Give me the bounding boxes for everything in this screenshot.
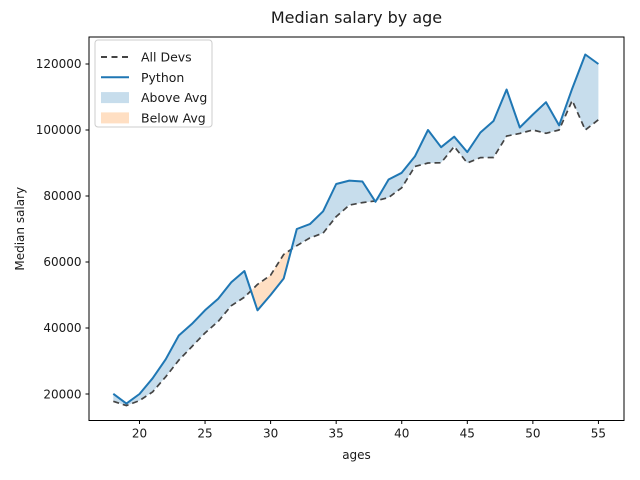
y-tick-label: 80000: [43, 189, 81, 203]
y-tick-label: 60000: [43, 255, 81, 269]
python-line: [112, 53, 599, 405]
x-tick-label: 20: [132, 427, 147, 441]
x-tick-label: 45: [460, 427, 475, 441]
legend-entry: Below Avg: [101, 110, 206, 125]
chart-title: Median salary by age: [271, 8, 442, 27]
legend-label: Python: [141, 70, 184, 85]
y-axis-label: Median salary: [13, 187, 27, 271]
y-tick-label: 40000: [43, 321, 81, 335]
all-devs-line: [113, 99, 599, 407]
legend-entry: Above Avg: [101, 90, 207, 105]
legend-entry: Python: [101, 70, 184, 85]
legend-entry: All Devs: [101, 50, 192, 65]
above-avg-fill: [291, 180, 375, 250]
plot-border: [88, 36, 625, 421]
legend-box: [94, 39, 213, 128]
x-tick-label: 50: [525, 427, 540, 441]
x-tick-label: 25: [197, 427, 212, 441]
legend-patch-swatch: [101, 112, 129, 124]
y-tick-label: 20000: [43, 387, 81, 401]
x-tick-label: 55: [591, 427, 606, 441]
x-tick-label: 40: [394, 427, 409, 441]
y-tick-label: 100000: [36, 123, 82, 137]
x-tick-label: 35: [329, 427, 344, 441]
above-avg-fill: [113, 271, 251, 406]
legend-label: All Devs: [141, 50, 192, 65]
below-avg-fill: [251, 249, 292, 311]
legend-patch-swatch: [101, 92, 129, 104]
legend: All Devs Python Above Avg Below Avg: [94, 39, 213, 128]
legend-label: Below Avg: [141, 110, 206, 125]
y-tick-label: 120000: [36, 57, 82, 71]
x-axis-label: ages: [342, 448, 371, 462]
x-tick-label: 30: [263, 427, 278, 441]
legend-label: Above Avg: [141, 90, 207, 105]
